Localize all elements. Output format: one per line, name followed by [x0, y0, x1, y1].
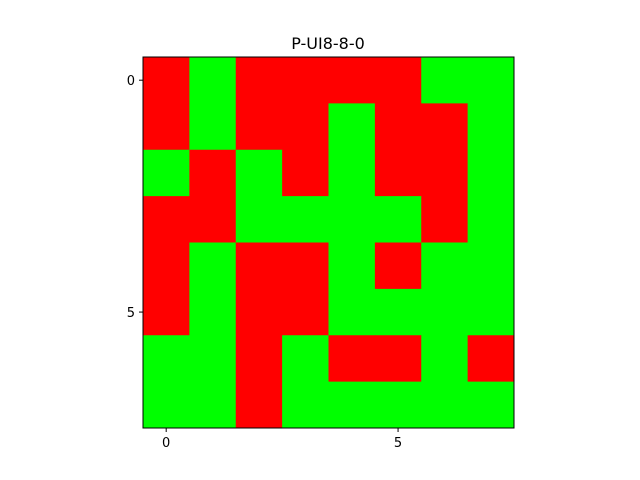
heatmap-cell [143, 335, 190, 383]
heatmap-cell [328, 149, 376, 197]
heatmap-cells [143, 57, 515, 429]
heatmap-cell [189, 57, 237, 104]
heatmap-cell [189, 242, 237, 290]
heatmap-cell [235, 288, 283, 336]
heatmap-cell [374, 381, 422, 429]
heatmap-cell [143, 288, 190, 336]
heatmap-cell [282, 381, 329, 429]
heatmap-cell [467, 149, 515, 197]
heatmap-cell [235, 149, 283, 197]
heatmap-cell [328, 242, 376, 290]
heatmap-cell [421, 103, 469, 151]
heatmap-cell [374, 242, 422, 290]
heatmap-cell [328, 288, 376, 336]
heatmap-cell [467, 381, 515, 429]
heatmap-cell [328, 196, 376, 243]
heatmap-cell [189, 149, 237, 197]
heatmap-cell [235, 103, 283, 151]
heatmap-cell [282, 196, 329, 243]
heatmap-cell [328, 335, 376, 383]
heatmap-cell [467, 335, 515, 383]
heatmap-cell [421, 335, 469, 383]
heatmap-cell [374, 149, 422, 197]
heatmap-cell [189, 103, 237, 151]
y-tick-label: 0 [127, 74, 135, 89]
heatmap-cell [467, 288, 515, 336]
heatmap-cell [328, 103, 376, 151]
heatmap-cell [282, 57, 329, 104]
plot-frame [142, 56, 515, 429]
heatmap-cell [143, 196, 190, 243]
heatmap-cell [189, 288, 237, 336]
chart-title: P-UI8-8-0 [291, 34, 365, 53]
heatmap-cell [235, 335, 283, 383]
heatmap-cell [143, 242, 190, 290]
heatmap-cell [189, 196, 237, 243]
heatmap-cell [282, 242, 329, 290]
heatmap-cell [374, 196, 422, 243]
heatmap-cell [421, 242, 469, 290]
heatmap-cell [467, 242, 515, 290]
heatmap-cell [282, 335, 329, 383]
heatmap-cell [282, 288, 329, 336]
heatmap-cell [374, 335, 422, 383]
heatmap-cell [467, 196, 515, 243]
heatmap-cell [143, 149, 190, 197]
heatmap-cell [235, 196, 283, 243]
heatmap-cell [374, 103, 422, 151]
heatmap-cell [374, 57, 422, 104]
heatmap-cell [189, 381, 237, 429]
heatmap-cell [143, 381, 190, 429]
heatmap-cell [189, 335, 237, 383]
heatmap-cell [421, 288, 469, 336]
heatmap-cell [143, 103, 190, 151]
heatmap-cell [235, 381, 283, 429]
x-tick-label: 5 [394, 436, 402, 451]
heatmap-cell [328, 57, 376, 104]
x-tick-label: 0 [162, 436, 170, 451]
heatmap-cell [421, 57, 469, 104]
heatmap-cell [282, 103, 329, 151]
heatmap-cell [421, 149, 469, 197]
heatmap-cell [143, 57, 190, 104]
heatmap-cell [235, 242, 283, 290]
heatmap-cell [467, 57, 515, 104]
y-axis: 05 [127, 74, 143, 321]
heatmap-cell [328, 381, 376, 429]
heatmap-cell [421, 381, 469, 429]
heatmap-cell [421, 196, 469, 243]
heatmap-cell [467, 103, 515, 151]
heatmap-cell [374, 288, 422, 336]
heatmap-cell [282, 149, 329, 197]
y-tick-label: 5 [127, 306, 135, 321]
heatmap-cell [235, 57, 283, 104]
